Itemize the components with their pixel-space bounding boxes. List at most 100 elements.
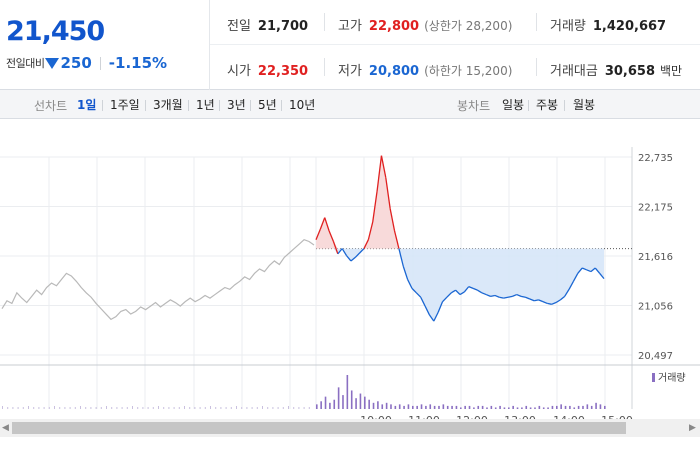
today-series-segment (559, 295, 566, 301)
today-series-segment (328, 230, 335, 242)
volume-bar (442, 404, 445, 409)
volume-bar (503, 407, 506, 409)
divider (219, 100, 220, 111)
divider (250, 100, 251, 111)
volume-bar (184, 406, 185, 409)
stat-prev-close: 전일 21,700 (227, 15, 308, 34)
today-series-segment (507, 295, 513, 298)
volume-bar (33, 407, 35, 409)
volume-bar (385, 402, 388, 409)
candle-daily-tab[interactable]: 일봉 (502, 98, 525, 112)
today-series-segment (590, 267, 596, 273)
divider (324, 13, 325, 31)
volume-bar (267, 407, 269, 409)
volume-bar (204, 407, 206, 409)
today-series-segment (494, 294, 500, 298)
volume-bar (2, 406, 3, 409)
today-series-segment (350, 256, 356, 262)
today-series-segment (393, 230, 400, 249)
chart-scrollbar[interactable]: ◀ ▶ (0, 419, 700, 437)
period-5y-tab[interactable]: 5년 (258, 98, 277, 112)
scroll-thumb[interactable] (12, 422, 626, 434)
today-series-segment (542, 301, 548, 305)
period-1w-tab[interactable]: 1주일 (110, 98, 140, 112)
volume-bar (394, 405, 397, 409)
scroll-left-icon[interactable]: ◀ (2, 423, 9, 433)
divider (536, 58, 537, 76)
stat-trade-value: 거래대금 30,658 백만 (550, 60, 682, 79)
volume-bar (542, 407, 545, 409)
period-10y-tab[interactable]: 10년 (289, 98, 316, 112)
stat-volume: 거래량 1,420,667 (550, 15, 666, 34)
volume-bar (569, 405, 571, 409)
stat-value: 1,420,667 (592, 19, 667, 34)
volume-bar (210, 406, 211, 409)
today-series-segment (538, 299, 544, 303)
volume-bar (215, 407, 217, 409)
volume-bar (189, 407, 191, 409)
period-1d-tab[interactable]: 1일 (77, 98, 97, 112)
volume-bar (28, 406, 29, 409)
today-series-segment (354, 252, 361, 258)
divider (324, 58, 325, 76)
volume-bar (390, 404, 392, 409)
today-series-segment (442, 296, 448, 303)
volume-bar (516, 407, 519, 409)
volume-bar (320, 401, 322, 409)
period-1y-tab[interactable]: 1년 (196, 98, 215, 112)
volume-bar (494, 407, 497, 409)
chart-toolbar: 선차트 1일 1주일 3개월 1년 3년 5년 10년 봉차트 일봉 주봉 월봉 (0, 90, 700, 119)
volume-bar (573, 407, 576, 409)
divider (99, 56, 101, 70)
volume-bar (551, 405, 554, 409)
prev-day-series-line (1, 239, 315, 321)
stat-value: 30,658 (604, 64, 656, 79)
volume-bar (303, 407, 305, 409)
scroll-right-icon[interactable]: ▶ (689, 423, 696, 433)
today-series-segment (346, 255, 352, 262)
volume-bar (80, 406, 81, 409)
volume-bar (481, 405, 484, 409)
quote-header: 21,450 전일대비 250 -1.15% 전일 21,700 고가 22,800… (0, 0, 700, 90)
change-percent: -1.15% (108, 54, 168, 72)
stat-label: 시가 (227, 64, 251, 79)
volume-bar (17, 407, 19, 409)
today-series-segment (433, 311, 439, 322)
volume-bar (230, 407, 232, 409)
volume-bar (333, 399, 336, 409)
today-series-segment (372, 190, 378, 223)
volume-bar (158, 406, 159, 409)
today-series-segment (555, 299, 561, 304)
stat-row-1: 전일 21,700 고가 22,800 (상한가 28,200) 거래량 1,420,6… (210, 0, 700, 45)
volume-bar (116, 407, 118, 409)
candle-weekly-tab[interactable]: 주봉 (536, 98, 559, 112)
volume-bar (241, 407, 243, 409)
volume-bar (329, 402, 331, 409)
period-3m-tab[interactable]: 3개월 (153, 98, 183, 112)
y-tick-label: 21,616 (638, 252, 673, 263)
volume-bar (168, 407, 170, 409)
volume-bar (359, 393, 362, 409)
volume-bar (74, 407, 76, 409)
today-series-segment (512, 293, 517, 297)
volume-bar (534, 407, 536, 409)
today-series-segment (324, 217, 330, 232)
volume-bar (460, 407, 462, 409)
volume-bar (564, 405, 567, 409)
today-series-segment (472, 287, 478, 291)
stat-row-2: 시가 22,350 저가 20,800 (하한가 15,200) 거래대금 30,658… (210, 45, 700, 90)
volume-bar (152, 407, 154, 409)
volume-legend-swatch (652, 373, 655, 382)
today-series-segment (402, 266, 409, 280)
volume-bar (547, 407, 549, 409)
volume-bar (54, 406, 55, 409)
period-3y-tab[interactable]: 3년 (227, 98, 246, 112)
volume-bar (368, 399, 370, 409)
volume-bar (43, 407, 45, 409)
price-box: 21,450 전일대비 250 -1.15% (0, 0, 210, 90)
candle-monthly-tab[interactable]: 월봉 (573, 98, 596, 112)
volume-bar (246, 407, 248, 409)
stat-label: 거래량 (550, 19, 586, 34)
volume-bar (512, 405, 514, 409)
price-chart[interactable]: 22,73522,17521,61621,05620,497거래량10:0011… (0, 119, 700, 427)
